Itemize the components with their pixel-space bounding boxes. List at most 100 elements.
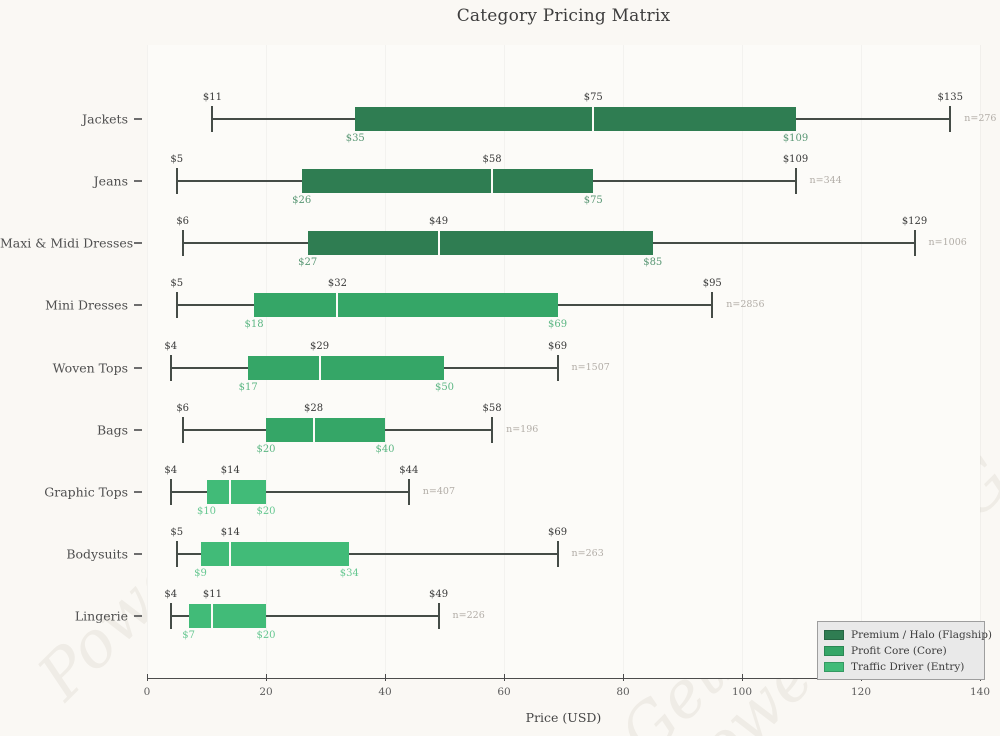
price-box bbox=[301, 169, 594, 194]
y-tick bbox=[134, 180, 142, 183]
y-tick bbox=[134, 366, 142, 369]
y-tick bbox=[134, 118, 142, 120]
x-tick-label: 100 bbox=[731, 686, 753, 698]
gridline bbox=[504, 45, 505, 678]
q1-label: $35 bbox=[345, 133, 365, 144]
count-label: n=226 bbox=[452, 610, 485, 621]
category-label: Lingerie bbox=[74, 608, 128, 624]
whisker-cap-min bbox=[169, 603, 172, 629]
median-line bbox=[491, 169, 494, 194]
whisker-cap-max bbox=[437, 603, 440, 629]
max-label: $58 bbox=[482, 402, 502, 414]
x-tick bbox=[147, 674, 148, 681]
x-tick-label: 40 bbox=[378, 686, 392, 698]
x-tick-label: 140 bbox=[969, 686, 991, 698]
category-label: Mini Dresses bbox=[45, 297, 128, 313]
median-line bbox=[336, 293, 339, 318]
category-label: Bags bbox=[96, 422, 128, 438]
median-label: $32 bbox=[327, 278, 347, 290]
min-label: $5 bbox=[170, 526, 184, 538]
whisker-line bbox=[170, 615, 439, 617]
legend-label: Premium / Halo (Flagship) bbox=[851, 628, 993, 641]
x-tick bbox=[266, 674, 267, 681]
count-label: n=1507 bbox=[571, 361, 610, 373]
gridline bbox=[623, 45, 624, 678]
whisker-cap-min bbox=[169, 354, 172, 381]
max-label: $49 bbox=[429, 589, 449, 600]
max-label: $69 bbox=[548, 526, 568, 538]
whisker-cap-max bbox=[711, 292, 714, 319]
whisker-cap-max bbox=[556, 354, 559, 381]
median-label: $29 bbox=[310, 340, 330, 352]
x-tick bbox=[742, 674, 743, 681]
price-box bbox=[254, 293, 558, 318]
category-label: Maxi & Midi Dresses bbox=[0, 235, 134, 251]
count-label: n=263 bbox=[571, 547, 604, 559]
gridline bbox=[980, 45, 981, 678]
q3-label: $85 bbox=[643, 257, 663, 269]
median-label: $14 bbox=[220, 464, 240, 476]
legend-items: Premium / Halo (Flagship) Profit Core (Co… bbox=[824, 627, 992, 674]
x-tick-label: 120 bbox=[850, 686, 872, 698]
legend: Premium / Halo (Flagship) Profit Core (Co… bbox=[817, 621, 992, 680]
whisker-cap-max bbox=[913, 230, 916, 257]
x-tick-label: 80 bbox=[616, 686, 630, 698]
whisker-cap-max bbox=[491, 416, 494, 443]
median-line bbox=[229, 541, 232, 566]
x-axis-title: Price (USD) bbox=[525, 710, 602, 725]
max-label: $69 bbox=[548, 340, 568, 352]
whisker-cap-max bbox=[949, 106, 952, 132]
count-label: n=344 bbox=[809, 175, 842, 187]
q3-label: $69 bbox=[548, 319, 568, 331]
category-label: Woven Tops bbox=[52, 360, 128, 375]
count-label: n=2856 bbox=[726, 299, 765, 311]
q3-label: $75 bbox=[583, 195, 603, 207]
median-line bbox=[229, 479, 232, 504]
whisker-cap-max bbox=[407, 478, 410, 505]
y-tick bbox=[134, 304, 142, 307]
whisker-cap-max bbox=[794, 168, 797, 195]
whisker-cap-min bbox=[175, 292, 178, 319]
legend-item-entry: Traffic Driver (Entry) bbox=[824, 659, 978, 674]
count-label: n=1006 bbox=[928, 237, 967, 249]
category-label: Jeans bbox=[93, 173, 128, 189]
gridline bbox=[861, 45, 862, 678]
x-tick bbox=[623, 674, 624, 681]
category-label: Bodysuits bbox=[66, 546, 128, 562]
median-line bbox=[437, 231, 440, 256]
q1-label: $20 bbox=[256, 443, 276, 455]
price-box bbox=[307, 231, 653, 256]
q3-label: $34 bbox=[339, 567, 359, 579]
x-tick-label: 0 bbox=[143, 686, 151, 698]
whisker-cap-min bbox=[175, 168, 178, 195]
median-line bbox=[211, 604, 214, 628]
x-tick-label: 60 bbox=[497, 686, 511, 698]
whisker-cap-min bbox=[169, 478, 172, 505]
y-tick bbox=[134, 552, 142, 555]
q1-label: $10 bbox=[196, 505, 217, 517]
chart-title: Category Pricing Matrix bbox=[456, 6, 671, 26]
q3-label: $50 bbox=[434, 381, 455, 393]
max-label: $135 bbox=[937, 92, 963, 103]
median-label: $49 bbox=[429, 216, 449, 228]
median-label: $14 bbox=[220, 526, 240, 538]
price-box bbox=[266, 417, 385, 442]
gridline bbox=[147, 45, 148, 678]
price-box bbox=[355, 107, 796, 131]
max-label: $129 bbox=[901, 216, 928, 228]
whisker-cap-min bbox=[175, 540, 178, 567]
legend-label: Profit Core (Core) bbox=[851, 644, 947, 657]
x-tick-label: 20 bbox=[259, 686, 273, 698]
whisker-line bbox=[176, 552, 558, 555]
q1-label: $9 bbox=[194, 567, 207, 579]
min-label: $6 bbox=[176, 216, 190, 228]
whisker-cap-min bbox=[181, 416, 184, 443]
median-label: $58 bbox=[482, 154, 502, 166]
max-label: $95 bbox=[702, 278, 722, 290]
whisker-cap-min bbox=[181, 230, 184, 257]
y-tick bbox=[134, 428, 142, 431]
flagship-swatch-icon bbox=[824, 629, 844, 640]
y-tick bbox=[134, 242, 142, 245]
q3-label: $109 bbox=[782, 133, 809, 144]
median-line bbox=[592, 107, 595, 131]
